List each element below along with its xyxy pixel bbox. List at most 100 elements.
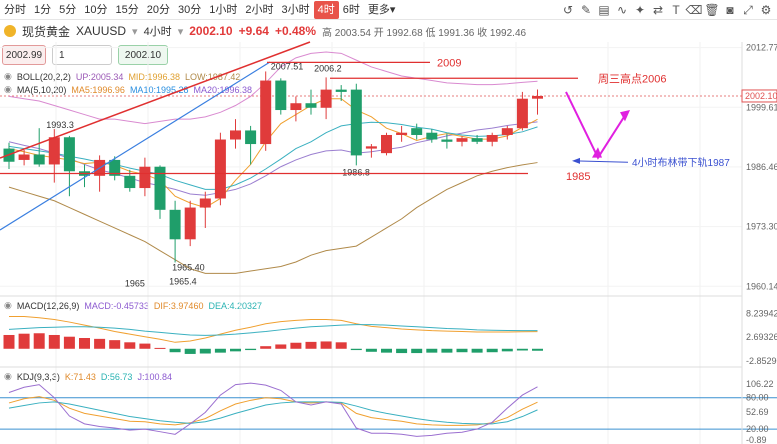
candle-body: [18, 154, 30, 160]
candle-body: [456, 138, 468, 142]
candle-body: [139, 166, 151, 189]
boll-name[interactable]: BOLL(20,2,2): [16, 71, 71, 82]
tab-timeframe-5[interactable]: 20分: [146, 3, 170, 16]
kdj-name[interactable]: KDJ(9,3,3): [16, 371, 60, 382]
annotation-2009: 2009: [437, 57, 461, 69]
dif-value: DIF:3.97460: [153, 300, 204, 311]
compare-icon[interactable]: ⇄: [652, 3, 664, 17]
eye-icon[interactable]: ◉: [4, 371, 12, 381]
macd-bar: [18, 333, 30, 349]
current-price-label: 2002.10: [745, 91, 777, 101]
macd-bar: [33, 333, 45, 349]
eye-icon[interactable]: ◉: [4, 84, 12, 94]
kdj-axis-label: -0.89: [746, 435, 767, 444]
eye-icon[interactable]: ◉: [4, 300, 12, 310]
macd-bar: [305, 341, 317, 349]
candle-body: [33, 154, 45, 165]
price-label: 1993.3: [46, 120, 74, 130]
candle-body: [260, 80, 272, 145]
tab-timeframe-8[interactable]: 2小时: [245, 3, 274, 16]
tab-timeframe-10[interactable]: 4时: [313, 0, 339, 19]
tab-timeframe-11[interactable]: 6时: [342, 3, 360, 16]
annotation-weds-high: 周三高点2006: [598, 71, 666, 85]
tab-timeframe-6[interactable]: 30分: [178, 3, 202, 16]
instrument-symbol[interactable]: XAUUSD: [76, 24, 127, 38]
lots-input[interactable]: 1: [52, 45, 112, 65]
candle-body: [245, 130, 257, 145]
order-panel: 2002.99 1 2002.10: [0, 45, 168, 67]
settings-icon[interactable]: ⚙: [760, 3, 772, 17]
candle-body: [411, 128, 423, 135]
candle-body: [214, 139, 226, 199]
candle-body: [320, 89, 332, 108]
bar-type-icon[interactable]: ▤: [598, 3, 610, 17]
macd-bar: [154, 347, 166, 349]
magenta-v-arrow: [565, 91, 628, 160]
boll-mid-value: MID:1996.38: [128, 71, 180, 82]
macd-axis-label: 2.69326: [746, 332, 777, 342]
timeframe-chevron-icon[interactable]: ▾: [177, 25, 184, 38]
tab-timeframe-3[interactable]: 10分: [84, 3, 108, 16]
macd-axis-label: -2.85290: [746, 356, 777, 366]
ma-name[interactable]: MA(5,10,20): [16, 84, 67, 95]
eraser-icon[interactable]: ⌫: [685, 3, 703, 17]
candle-body: [230, 130, 241, 140]
candle-body: [79, 171, 90, 176]
price-label: 1965.4: [169, 276, 197, 286]
candle-body: [154, 166, 166, 210]
sell-button[interactable]: 2002.99: [2, 45, 46, 65]
tab-timeframe-4[interactable]: 15分: [115, 3, 139, 16]
tab-timeframe-9[interactable]: 3小时: [281, 3, 310, 16]
kdj-axis-label: 52.69: [746, 407, 769, 417]
candle-body: [501, 128, 513, 135]
candle-body: [516, 98, 528, 129]
pen-icon[interactable]: ✎: [580, 3, 592, 17]
k-line: [8, 396, 538, 426]
macd-bar: [3, 334, 15, 349]
text-icon[interactable]: T: [672, 3, 680, 17]
ma-legend: ◉ MA(5,10,20) MA5:1996.96 MA10:1995.28 M…: [4, 84, 252, 95]
pointer-arrow-icon: [572, 157, 580, 164]
candle-body: [109, 159, 121, 176]
macd-bar: [124, 342, 136, 349]
buy-button[interactable]: 2002.10: [118, 45, 168, 65]
macd-bar: [79, 338, 90, 349]
tab-timeframe-12[interactable]: 更多▾: [367, 3, 396, 16]
boll-low-value: LOW:1987.42: [184, 71, 241, 82]
history-icon[interactable]: ↺: [562, 3, 574, 17]
tab-timeframe-0[interactable]: 分时: [4, 3, 26, 16]
candle-body: [305, 103, 317, 108]
tab-timeframe-7[interactable]: 1小时: [209, 3, 238, 16]
ohlc-readout: 高 2003.54 开 1992.68 低 1991.36 收 1992.46: [322, 27, 527, 39]
tab-timeframe-1[interactable]: 1分: [34, 3, 52, 16]
sparkle-icon[interactable]: ✦: [634, 3, 646, 17]
macd-name[interactable]: MACD(12,26,9): [16, 300, 80, 311]
macd-bar: [214, 348, 226, 353]
price-axis-label: 1960.14: [746, 281, 777, 291]
trash-icon[interactable]: 🗑: [704, 3, 720, 17]
kdj-axis-label: 106.22: [746, 379, 774, 389]
chevron-down-icon[interactable]: ▾: [132, 25, 138, 38]
d-value: D:56.73: [100, 371, 133, 382]
candle-body: [3, 148, 15, 162]
boll-mid-line: [8, 121, 538, 196]
macd-bar: [350, 348, 362, 351]
macd-bar: [320, 341, 332, 349]
dea-line: [8, 324, 538, 336]
d-line: [8, 401, 538, 425]
instrument-name[interactable]: 现货黄金: [22, 24, 71, 39]
macd-bar: [471, 348, 483, 353]
annotation-1985: 1985: [566, 171, 590, 183]
fullscreen-icon[interactable]: ⤢: [743, 2, 753, 17]
camera-icon[interactable]: ◙: [726, 3, 734, 17]
macd-bar: [456, 348, 468, 353]
tab-timeframe-2[interactable]: 5分: [59, 3, 77, 16]
candle-body: [124, 175, 136, 189]
eye-icon[interactable]: ◉: [4, 71, 12, 81]
macd-axis-label: 8.23942: [746, 308, 777, 318]
macd-bar: [169, 348, 181, 353]
indicator-icon[interactable]: ∿: [616, 3, 628, 17]
ma5-value: MA5:1996.96: [71, 84, 125, 95]
candle-body: [486, 134, 498, 142]
price-change-pct: +0.48%: [274, 24, 317, 38]
